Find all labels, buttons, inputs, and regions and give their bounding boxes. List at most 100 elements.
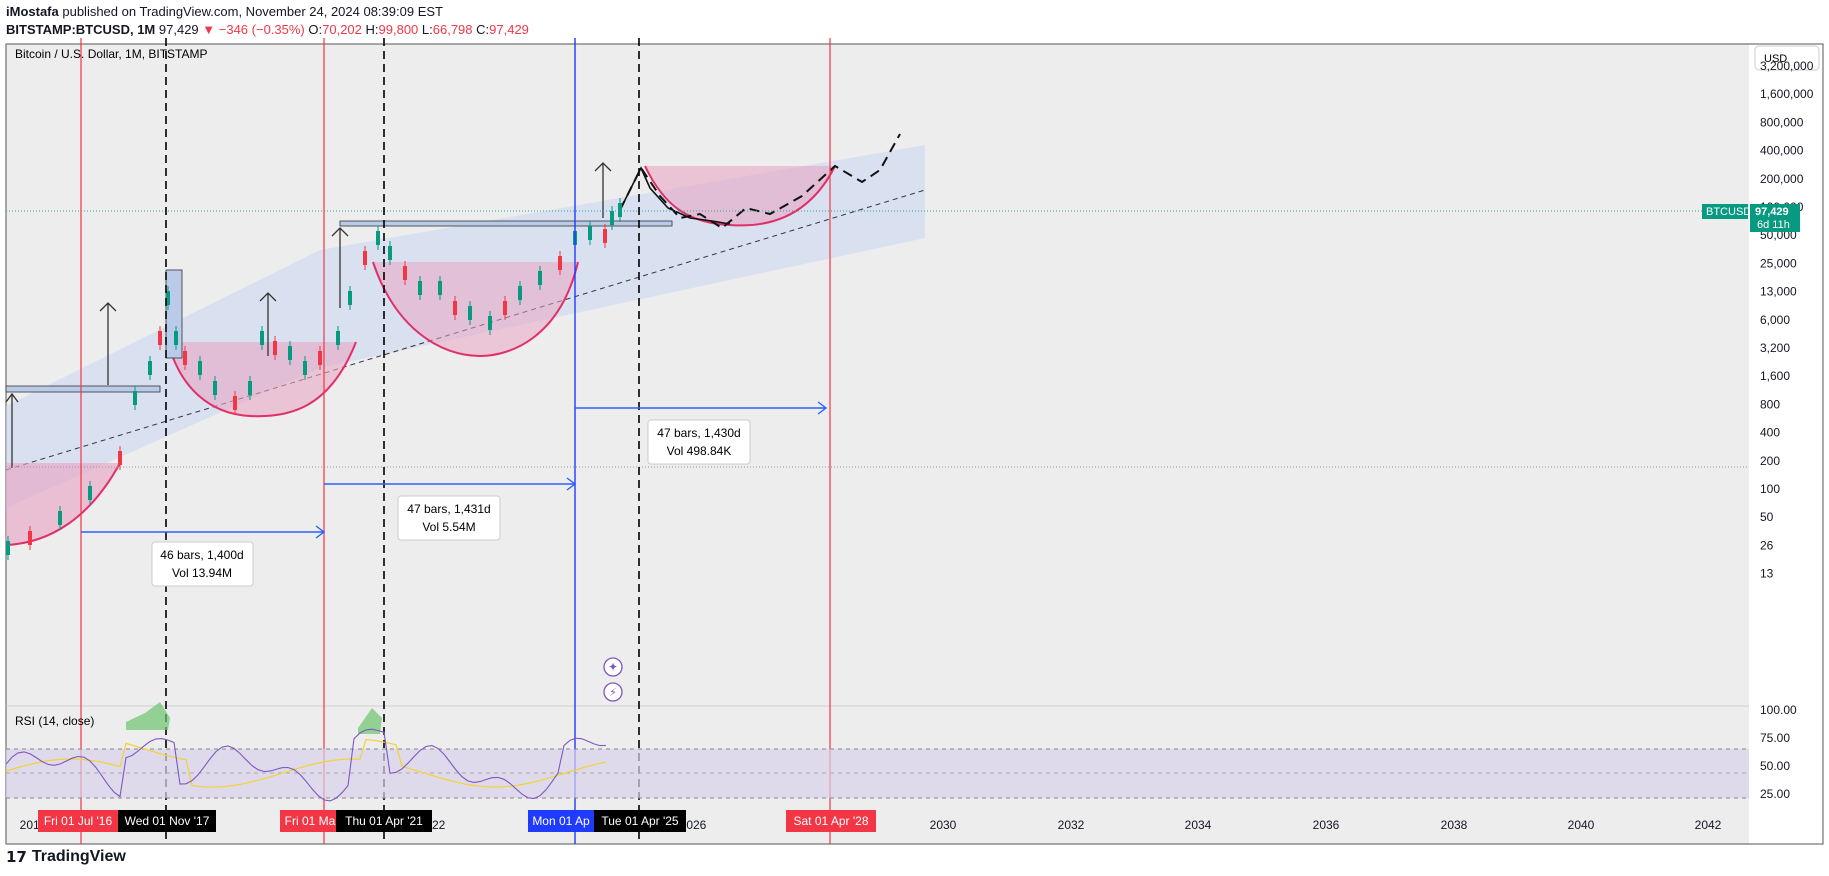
- price-tick: 13,000: [1760, 285, 1797, 299]
- open-label: O:: [308, 22, 323, 37]
- time-tick: 2032: [1058, 818, 1085, 832]
- candle-body: [198, 361, 202, 375]
- cup-1-fill: [6, 463, 120, 545]
- cup-3-arc: [372, 261, 579, 358]
- measure-label-3: 47 bars, 1,430d Vol 498.84K: [647, 419, 751, 465]
- time-tick: 2040: [1568, 818, 1595, 832]
- measure-arrows: [81, 401, 828, 539]
- candle-body: [58, 511, 62, 525]
- candle-body: [318, 351, 322, 365]
- price-tick: 400: [1760, 426, 1780, 440]
- time-axis-labels: 2014202220262030203220342036203820402042: [20, 818, 1722, 832]
- candle-body: [558, 256, 562, 270]
- date-marker-bg: [594, 810, 686, 832]
- price-tick: 1,600: [1760, 369, 1790, 383]
- projection-leg: [619, 166, 731, 225]
- high-value: 99,800: [378, 22, 419, 37]
- price-tick: 200,000: [1760, 172, 1804, 186]
- candle-body: [6, 541, 10, 555]
- price-tick: 800,000: [1760, 115, 1804, 129]
- candle-body: [166, 291, 170, 305]
- candle-body: [288, 346, 292, 360]
- candle-body: [488, 316, 492, 330]
- candle-body: [273, 341, 277, 355]
- measure-1-bars: 46 bars, 1,400d: [160, 548, 243, 562]
- price-tick: 100: [1760, 482, 1780, 496]
- rsi-line: [5, 728, 607, 802]
- date-marker: Thu 01 Apr '21: [345, 814, 423, 828]
- candle-body: [133, 391, 137, 405]
- price-tick: 26: [1760, 538, 1774, 552]
- candle-body: [148, 361, 152, 375]
- price-tag-countdown: 6d 11h: [1757, 219, 1790, 231]
- low-label: L:: [421, 22, 433, 37]
- price-scale[interactable]: [1749, 44, 1823, 844]
- price-change: ▼ −346 (−0.35%): [202, 22, 305, 37]
- price-tick: 6,000: [1760, 313, 1790, 327]
- measure-2-vol: Vol 5.54M: [422, 520, 475, 534]
- candle-body: [538, 271, 542, 285]
- author: iMostafa: [6, 4, 59, 19]
- chart-area[interactable]: 46 bars, 1,400d Vol 13.94M 47 bars, 1,43…: [0, 38, 1829, 876]
- candle-body: [588, 226, 592, 240]
- candle-body: [468, 306, 472, 320]
- price-tag-value: 97,429: [1755, 206, 1789, 218]
- rsi-axis-labels: 100.00 75.00 50.00 25.00: [1760, 703, 1797, 801]
- time-tick: 2034: [1185, 818, 1212, 832]
- close-label: C:: [476, 22, 490, 37]
- candle-body: [438, 281, 442, 295]
- measure-label-1: 46 bars, 1,400d Vol 13.94M: [151, 541, 254, 587]
- measure-3-bars: 47 bars, 1,430d: [657, 426, 740, 440]
- candle-body: [610, 211, 614, 225]
- low-value: 66,798: [432, 22, 473, 37]
- rsi-tick: 50.00: [1760, 759, 1790, 773]
- candle-body: [388, 246, 392, 260]
- footer-logo[interactable]: 𝟭𝟳 TradingView: [6, 848, 126, 866]
- symbol-tag-text: BTCUSD: [1706, 206, 1751, 218]
- add-icon[interactable]: [603, 657, 623, 677]
- lightning-button[interactable]: [603, 682, 623, 702]
- rsi-overbought-2: [358, 708, 382, 734]
- cup-2-arc: [167, 341, 357, 418]
- candle-body: [518, 286, 522, 300]
- currency-label: USD: [1764, 53, 1787, 65]
- candle-body: [403, 266, 407, 280]
- high-label: H:: [365, 22, 379, 37]
- candle-body: [348, 291, 352, 305]
- cup-1-arc: [5, 462, 121, 546]
- price-tick: 400,000: [1760, 144, 1804, 158]
- lightning-icon: ⚡: [609, 687, 617, 699]
- price-tick: 1,600,000: [1760, 87, 1814, 101]
- resistance-box-1: [5, 385, 161, 393]
- last-price: 97,429: [158, 22, 199, 37]
- open-value: 70,202: [322, 22, 362, 37]
- date-marker: Fri 01 Ma: [285, 814, 336, 828]
- resistance-box-2: [339, 220, 673, 227]
- candle-body: [303, 361, 307, 375]
- time-tick: 2036: [1313, 818, 1340, 832]
- price-tick: 25,000: [1760, 256, 1797, 270]
- candle-body: [88, 486, 92, 500]
- symbol-tag: [1702, 204, 1748, 219]
- date-marker-bg: [118, 810, 216, 832]
- date-marker: Tue 01 Apr '25: [601, 814, 679, 828]
- candle-body: [183, 351, 187, 365]
- publish-line: iMostafa published on TradingView.com, N…: [6, 4, 443, 19]
- date-marker: Wed 01 Nov '17: [125, 814, 210, 828]
- symbol-name: BITSTAMP:BTCUSD, 1M: [6, 22, 156, 37]
- measure-1-vol: Vol 13.94M: [172, 566, 232, 580]
- candle-body: [213, 381, 217, 395]
- candle-body: [603, 229, 607, 243]
- candle-body: [118, 451, 122, 465]
- candle-body: [503, 301, 507, 315]
- candle-body: [28, 531, 32, 545]
- measure-label-2: 47 bars, 1,431d Vol 5.54M: [397, 495, 501, 541]
- time-tick: 2030: [930, 818, 957, 832]
- tradingview-icon: 𝟭𝟳: [6, 849, 27, 866]
- cup-4-arc: [644, 165, 836, 227]
- candle-body: [618, 203, 622, 217]
- candle-body: [453, 301, 457, 315]
- date-marker-bg: [528, 810, 594, 832]
- date-marker-bg: [280, 810, 340, 832]
- currency-button[interactable]: [1754, 45, 1820, 71]
